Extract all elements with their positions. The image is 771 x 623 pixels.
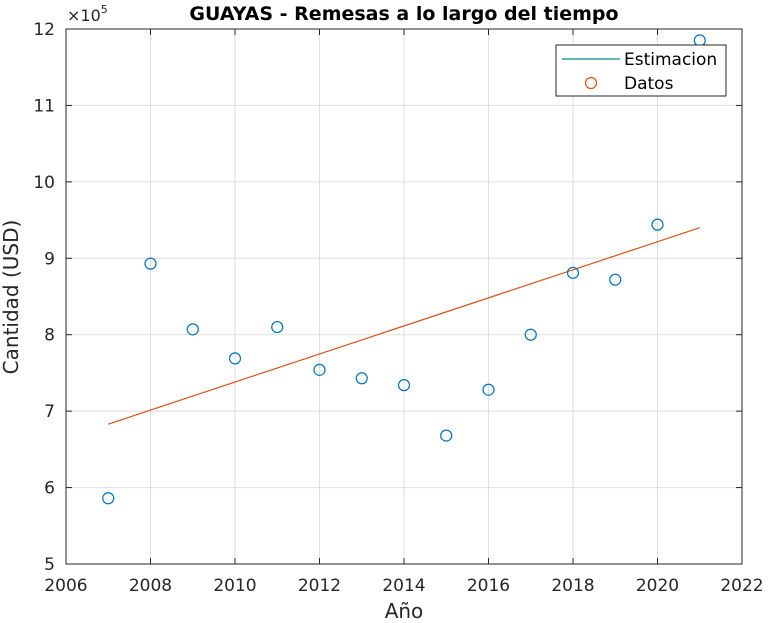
x-tick-label: 2022	[720, 576, 763, 596]
data-point	[651, 218, 664, 231]
y-multiplier-exponent: 5	[101, 3, 108, 16]
y-tick-label: 9	[44, 249, 55, 269]
y-tick-label: 8	[44, 326, 55, 346]
y-multiplier-base: ×10	[67, 6, 101, 25]
legend: Estimacion Datos	[555, 44, 727, 97]
x-axis-label: Año	[385, 599, 424, 623]
x-tick-labels: 2006 2008 2010 2012 2014 2016 2018 2020 2022	[44, 576, 763, 596]
series-estimacion-line	[108, 227, 700, 425]
x-tick-label: 2020	[636, 576, 679, 596]
data-point	[397, 379, 411, 392]
ticks	[65, 28, 743, 565]
y-tick-label: 5	[44, 555, 55, 575]
x-tick-label: 2008	[129, 576, 172, 596]
data-point	[186, 323, 199, 336]
legend-marker-swatch	[584, 76, 598, 90]
y-tick-labels: 5 6 7 8 9 10 11 12	[33, 20, 55, 575]
x-tick-label: 2016	[467, 576, 510, 596]
legend-label-estimacion: Estimacion	[624, 50, 717, 70]
data-point	[271, 320, 284, 334]
data-point	[228, 352, 242, 365]
y-tick-label: 6	[44, 479, 55, 499]
data-point	[482, 383, 495, 396]
data-point	[355, 372, 368, 385]
data-point	[102, 492, 115, 505]
legend-label-datos: Datos	[624, 74, 674, 94]
y-tick-label: 11	[33, 96, 55, 116]
data-point	[313, 363, 326, 376]
x-tick-label: 2018	[551, 576, 594, 596]
data-point	[524, 328, 537, 341]
y-tick-label: 7	[44, 402, 55, 422]
legend-box	[555, 44, 727, 97]
y-tick-label: 12	[33, 20, 55, 40]
data-point	[609, 273, 622, 286]
series-layer	[102, 34, 706, 505]
chart-title: GUAYAS - Remesas a lo largo del tiempo	[189, 3, 618, 25]
y-multiplier: ×105	[67, 3, 108, 25]
x-tick-label: 2012	[298, 576, 341, 596]
data-point	[144, 257, 157, 270]
data-point	[566, 266, 580, 279]
x-tick-label: 2014	[382, 576, 425, 596]
x-tick-label: 2006	[44, 576, 87, 596]
data-point	[440, 429, 453, 442]
y-tick-label: 10	[33, 173, 55, 193]
y-axis-label: Cantidad (USD)	[0, 220, 23, 375]
x-tick-label: 2010	[213, 576, 256, 596]
